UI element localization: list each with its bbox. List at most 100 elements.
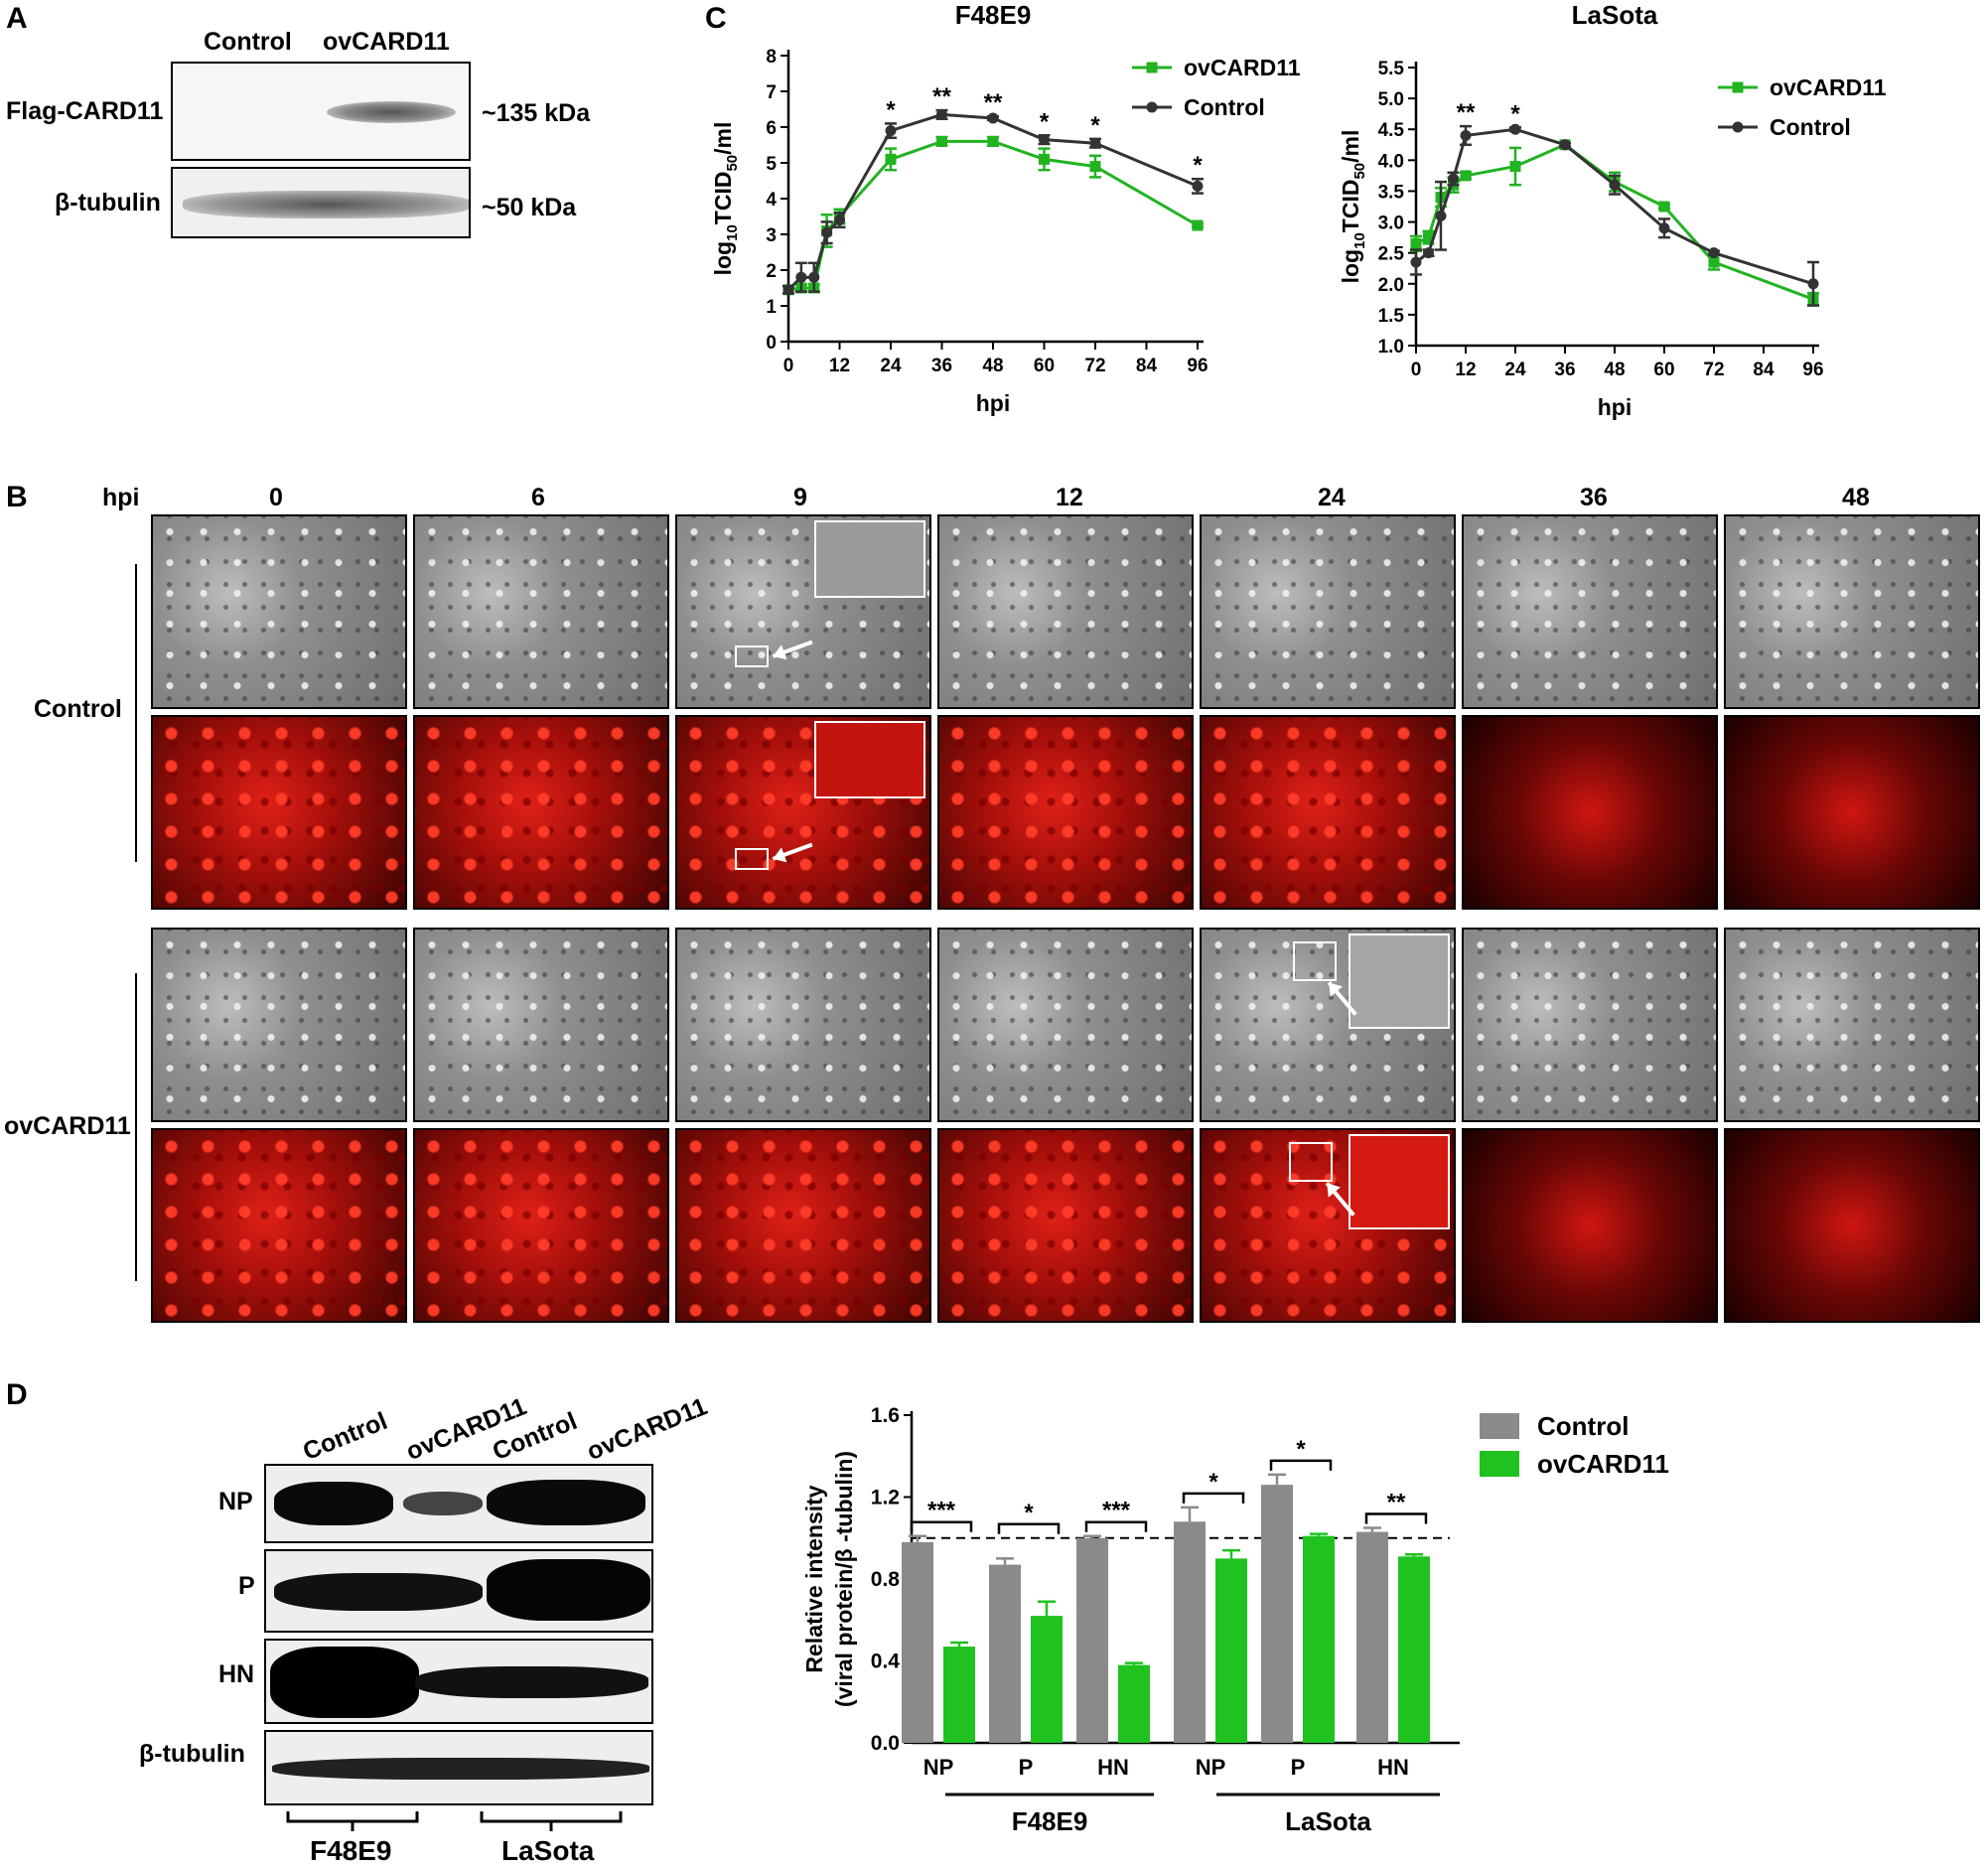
- timepoint-label: 6: [531, 484, 545, 511]
- panel-d-letter: D: [6, 1378, 28, 1411]
- panel-a-lane-control: Control: [204, 28, 292, 56]
- y-tick-label: 0: [766, 333, 777, 354]
- significance-bracket: [1269, 1459, 1333, 1471]
- significance-label: *: [1208, 1469, 1218, 1496]
- fluorescence-micrograph: [1200, 715, 1456, 910]
- data-point: [1509, 123, 1521, 135]
- magnified-inset: [814, 520, 925, 598]
- band: [183, 191, 469, 218]
- significance-bracket: [910, 1520, 973, 1532]
- panel-d-row-tubulin: β-tubulin: [139, 1740, 245, 1768]
- x-tick-label: HN: [1377, 1755, 1409, 1780]
- significance-label: *: [1024, 1500, 1034, 1526]
- x-tick-label: 24: [880, 356, 902, 376]
- chart-lasota: LaSota 1.0 1.5 2.0 2.5 3.0 3.5 4.0 4.5 5.0 5.5 0 12 2…: [1338, 0, 1887, 420]
- panel-a-size-135: ~135 kDa: [482, 99, 591, 127]
- fluorescence-micrograph: [937, 715, 1194, 910]
- panel-a-blot-flag: [171, 62, 471, 161]
- y-tick-label: 0.8: [871, 1568, 901, 1591]
- data-point: [821, 226, 833, 238]
- data-point: [1460, 129, 1472, 141]
- y-tick-label: 1.2: [871, 1487, 900, 1509]
- y-tick-label: 0.4: [871, 1651, 901, 1673]
- legend-swatch: [1480, 1451, 1519, 1477]
- timepoint-label: 48: [1842, 484, 1870, 511]
- panel-b-group-control: Control: [34, 695, 122, 723]
- band: [274, 1482, 393, 1525]
- x-tick-label: P: [1019, 1755, 1034, 1780]
- bar: [1118, 1664, 1150, 1743]
- x-tick-label: 96: [1802, 359, 1823, 380]
- x-tick-label: P: [1291, 1755, 1306, 1780]
- fluorescence-micrograph: [151, 715, 407, 910]
- x-tick-label: 0: [783, 356, 794, 376]
- y-tick-label: 2.0: [1378, 275, 1404, 296]
- data-point: [1089, 137, 1101, 149]
- panel-d-row-np: NP: [218, 1488, 253, 1515]
- y-tick-label: 4.0: [1378, 151, 1404, 172]
- panel-d-strain-f48e9: F48E9: [310, 1835, 392, 1866]
- region-box: [735, 848, 769, 870]
- y-tick-label: 6: [766, 118, 777, 139]
- x-tick-label: 84: [1753, 359, 1775, 380]
- data-point: [834, 215, 845, 226]
- brightfield-micrograph: [937, 514, 1194, 709]
- data-point: [1423, 231, 1434, 243]
- data-point: [1708, 256, 1720, 268]
- fluorescence-micrograph: [675, 1128, 931, 1323]
- x-tick-label: 96: [1187, 356, 1207, 376]
- x-tick-label: 0: [1411, 359, 1422, 380]
- panel-a-row-flag-card11: Flag-CARD11: [6, 97, 164, 125]
- band: [272, 1758, 649, 1780]
- data-point: [1435, 210, 1447, 221]
- band: [274, 1573, 483, 1611]
- panel-d-strain-lasota: LaSota: [501, 1835, 595, 1866]
- panel-d-row-p: P: [238, 1572, 255, 1600]
- timepoint-label: 0: [269, 484, 283, 511]
- fluorescence-micrograph: [1462, 715, 1718, 910]
- data-point: [987, 112, 999, 124]
- data-point: [1658, 222, 1670, 234]
- fluorescence-micrograph: [151, 1128, 407, 1323]
- region-box: [1293, 941, 1337, 981]
- timepoint-label: 24: [1318, 484, 1346, 511]
- significance-bracket: [997, 1522, 1061, 1534]
- data-point: [936, 108, 947, 120]
- data-point: [936, 135, 947, 147]
- bar: [989, 1564, 1021, 1743]
- y-tick-label: 1.0: [1378, 337, 1404, 358]
- x-tick-label: NP: [1196, 1755, 1226, 1780]
- legend-marker: [1732, 81, 1744, 93]
- y-axis-label-line1: Relative intensity: [801, 1485, 827, 1672]
- x-tick-label: 72: [1084, 356, 1105, 376]
- magnified-inset: [1349, 934, 1450, 1029]
- x-tick-label: 12: [1455, 359, 1476, 380]
- legend-label: ovCARD11: [1537, 1449, 1669, 1479]
- chart-relative-intensity: 0.0 0.4 0.8 1.2 1.6 Relative intensity (viral …: [801, 1404, 1669, 1836]
- data-point: [885, 125, 897, 137]
- band: [270, 1647, 419, 1718]
- y-tick-label: 5.0: [1378, 89, 1404, 110]
- panel-d-blot-np: [264, 1464, 653, 1543]
- data-point: [1708, 247, 1720, 259]
- brightfield-micrograph: [413, 514, 669, 709]
- significance-bracket: [1364, 1512, 1428, 1524]
- data-point: [1658, 201, 1670, 213]
- band: [327, 101, 456, 123]
- fluorescence-micrograph: [413, 715, 669, 910]
- series-line: [1415, 127, 1814, 286]
- x-tick-label: 36: [1554, 359, 1575, 380]
- y-axis-label: log10TCID50/ml: [710, 122, 741, 276]
- y-tick-label: 4.5: [1378, 120, 1405, 141]
- y-axis-label-line2: (viral protein/β -tubulin): [831, 1451, 857, 1707]
- x-axis-label: hpi: [976, 390, 1011, 416]
- data-point: [1423, 247, 1434, 259]
- data-point: [1410, 237, 1422, 249]
- brightfield-micrograph: [1462, 928, 1718, 1122]
- significance-label: ***: [927, 1498, 956, 1524]
- panel-d-blot-hn: [264, 1639, 653, 1724]
- significance-bracket: [1084, 1520, 1148, 1532]
- group-bracket-ovcard11: [135, 973, 137, 1281]
- brightfield-micrograph: [937, 928, 1194, 1122]
- fluorescence-micrograph: [1462, 1128, 1718, 1323]
